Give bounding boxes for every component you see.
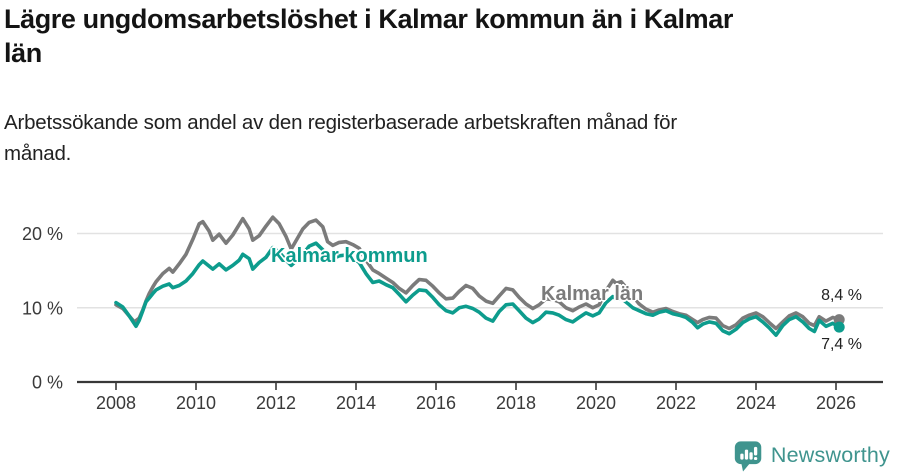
end-value-label-kalmar-kommun: 7,4 % [821, 336, 862, 353]
page-title-line-2: län [4, 38, 42, 68]
series-line-kalmar-lan [114, 215, 841, 331]
logo-bar-3 [749, 452, 753, 460]
page-subtitle-line-2: månad. [4, 142, 72, 165]
x-tick-label-2026: 2026 [816, 393, 856, 413]
page-subtitle-line-1: Arbetssökande som andel av den registerb… [4, 111, 677, 134]
page-subtitle: Arbetssökande som andel av den registerb… [4, 107, 884, 169]
series-label-kalmar-lan: Kalmar län [541, 283, 644, 305]
x-tick-label-2024: 2024 [736, 393, 776, 413]
logo-exclamation-bar [753, 446, 758, 456]
series-label-kalmar-kommun: Kalmar kommun [271, 245, 428, 267]
logo-bar-2 [744, 449, 749, 460]
x-tick-label-2022: 2022 [656, 393, 696, 413]
x-tick-label-2012: 2012 [256, 393, 296, 413]
brand-name: Newsworthy [770, 443, 890, 467]
x-tick-label-2016: 2016 [416, 393, 456, 413]
end-dot-kalmar-kommun [833, 321, 845, 333]
y-tick-label-0%: 0 % [32, 373, 63, 393]
logo-exclamation-dot [753, 456, 758, 461]
x-tick-label-2018: 2018 [496, 393, 536, 413]
newsworthy-logo-icon [734, 441, 762, 472]
newsworthy-branding: Newsworthy [733, 439, 890, 472]
page-title-line-1: Lägre ungdomsarbetslöshet i Kalmar kommu… [4, 4, 733, 34]
page-title: Lägre ungdomsarbetslöshet i Kalmar kommu… [4, 2, 884, 70]
x-tick-label-2020: 2020 [576, 393, 616, 413]
logo-bar-1 [740, 453, 744, 460]
x-tick-label-2008: 2008 [96, 393, 136, 413]
x-tick-label-2014: 2014 [336, 393, 376, 413]
x-tick-label-2010: 2010 [176, 393, 216, 413]
series-line-kalmar-kommun [114, 241, 841, 337]
end-value-label-kalmar-lan: 8,4 % [821, 287, 862, 304]
y-tick-label-20%: 20 % [22, 224, 63, 244]
y-tick-label-10%: 10 % [22, 298, 63, 318]
